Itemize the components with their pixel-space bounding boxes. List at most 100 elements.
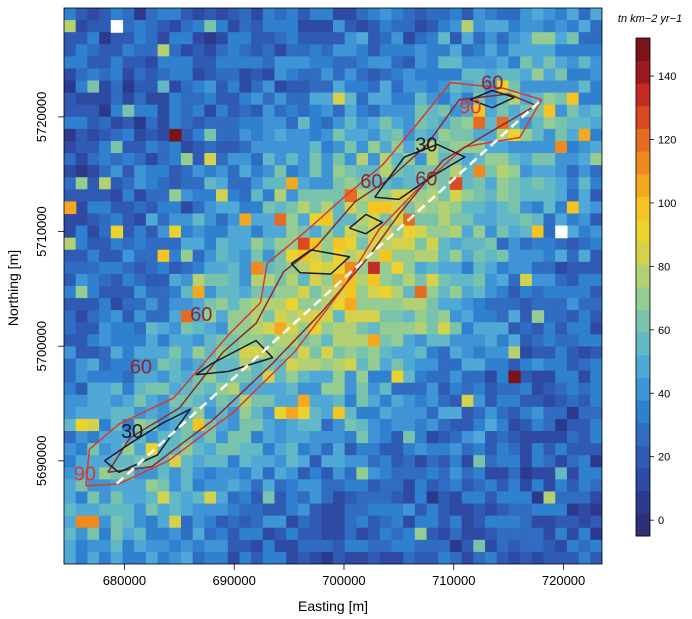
heatmap-cell — [356, 406, 369, 420]
heatmap-cell — [75, 153, 88, 166]
heatmap-cell — [473, 116, 486, 130]
heatmap-cell — [520, 310, 533, 323]
heatmap-cell — [239, 225, 252, 239]
heatmap-cell — [391, 539, 404, 553]
heatmap-cell — [496, 56, 510, 70]
heatmap-cell — [204, 128, 217, 142]
heatmap-cell — [122, 551, 135, 564]
heatmap-cell — [555, 177, 568, 190]
heatmap-cell — [403, 310, 416, 323]
heatmap-cell — [64, 44, 77, 57]
heatmap-cell — [379, 334, 393, 348]
x-tick-label: 710000 — [432, 573, 475, 588]
heatmap-cell — [87, 455, 100, 468]
heatmap-cell — [566, 503, 580, 517]
heatmap-cell — [496, 140, 510, 154]
heatmap-cell — [227, 455, 241, 468]
colorbar-segment — [636, 332, 650, 356]
heatmap-hotspot-cell — [449, 177, 463, 190]
heatmap-cell — [251, 406, 264, 420]
heatmap-cell — [356, 116, 369, 130]
heatmap-cell — [239, 104, 252, 118]
heatmap-cell — [216, 298, 229, 311]
heatmap-cell — [485, 225, 498, 239]
heatmap-cell — [555, 261, 568, 275]
heatmap-cell — [157, 92, 170, 106]
heatmap-cell — [321, 68, 334, 82]
heatmap-cell — [543, 503, 556, 517]
heatmap-cell — [344, 467, 357, 480]
heatmap-cell — [578, 479, 591, 493]
heatmap-cell — [239, 116, 252, 130]
heatmap-cell — [531, 515, 545, 529]
heatmap-cell — [99, 298, 112, 311]
heatmap-cell — [262, 539, 276, 553]
heatmap-cell — [461, 104, 474, 118]
heatmap-cell — [87, 116, 100, 130]
heatmap-cell — [227, 225, 241, 239]
heatmap-cell — [75, 273, 88, 287]
heatmap-cell — [192, 515, 205, 529]
heatmap-cell — [333, 358, 346, 372]
heatmap-cell — [145, 56, 159, 70]
heatmap-cell — [157, 491, 170, 505]
heatmap-cell — [461, 358, 474, 372]
heatmap-cell — [566, 394, 580, 408]
heatmap-cell — [204, 515, 217, 529]
heatmap-cell — [426, 8, 439, 21]
heatmap-cell — [87, 92, 100, 106]
heatmap-cell — [461, 80, 474, 94]
heatmap-cell — [426, 116, 439, 130]
heatmap-cell — [414, 443, 428, 456]
heatmap-cell — [145, 140, 159, 154]
heatmap-cell — [286, 286, 299, 299]
heatmap-cell — [157, 8, 170, 21]
heatmap-cell — [227, 467, 241, 480]
heatmap-cell — [321, 527, 334, 541]
heatmap-cell — [216, 165, 229, 178]
heatmap-cell — [262, 56, 276, 70]
heatmap-cell — [391, 527, 404, 541]
heatmap-cell — [134, 8, 147, 21]
colorbar-segment — [636, 83, 650, 107]
heatmap-cell — [496, 346, 510, 360]
heatmap-cell — [227, 286, 241, 299]
heatmap-cell — [286, 249, 299, 263]
heatmap-cell — [145, 177, 159, 190]
heatmap-cell — [309, 286, 322, 299]
heatmap-cell — [496, 382, 510, 396]
heatmap-cell — [426, 527, 439, 541]
heatmap-cell — [543, 104, 556, 118]
heatmap-cell — [75, 286, 88, 299]
heatmap-cell — [414, 418, 428, 432]
heatmap-cell — [145, 8, 159, 21]
heatmap-cell — [449, 394, 463, 408]
heatmap-cell — [134, 261, 147, 275]
heatmap-cell — [566, 80, 580, 94]
ridge-line-path — [115, 98, 543, 485]
heatmap-cell — [110, 116, 124, 130]
heatmap-cell — [169, 213, 182, 227]
heatmap-cell — [99, 116, 112, 130]
heatmap-cell — [578, 358, 591, 372]
heatmap-cell — [438, 491, 451, 505]
heatmap-cell — [274, 237, 287, 251]
heatmap-cell — [157, 20, 170, 33]
heatmap-cell — [543, 346, 556, 360]
heatmap-cell — [543, 201, 556, 215]
heatmap-cell — [531, 551, 545, 564]
heatmap-cell — [520, 128, 533, 142]
heatmap-cell — [590, 165, 602, 178]
heatmap-cell — [192, 503, 205, 517]
heatmap-cell — [204, 116, 217, 130]
heatmap-cell — [321, 273, 334, 287]
heatmap-cell — [99, 56, 112, 70]
heatmap-cell — [520, 8, 533, 21]
heatmap-cell — [157, 140, 170, 154]
heatmap-cell — [414, 515, 428, 529]
heatmap-cell — [344, 32, 357, 45]
heatmap-cell — [461, 68, 474, 82]
heatmap-cell — [122, 44, 135, 57]
heatmap-cell — [122, 80, 135, 94]
heatmap-cell — [508, 358, 521, 372]
